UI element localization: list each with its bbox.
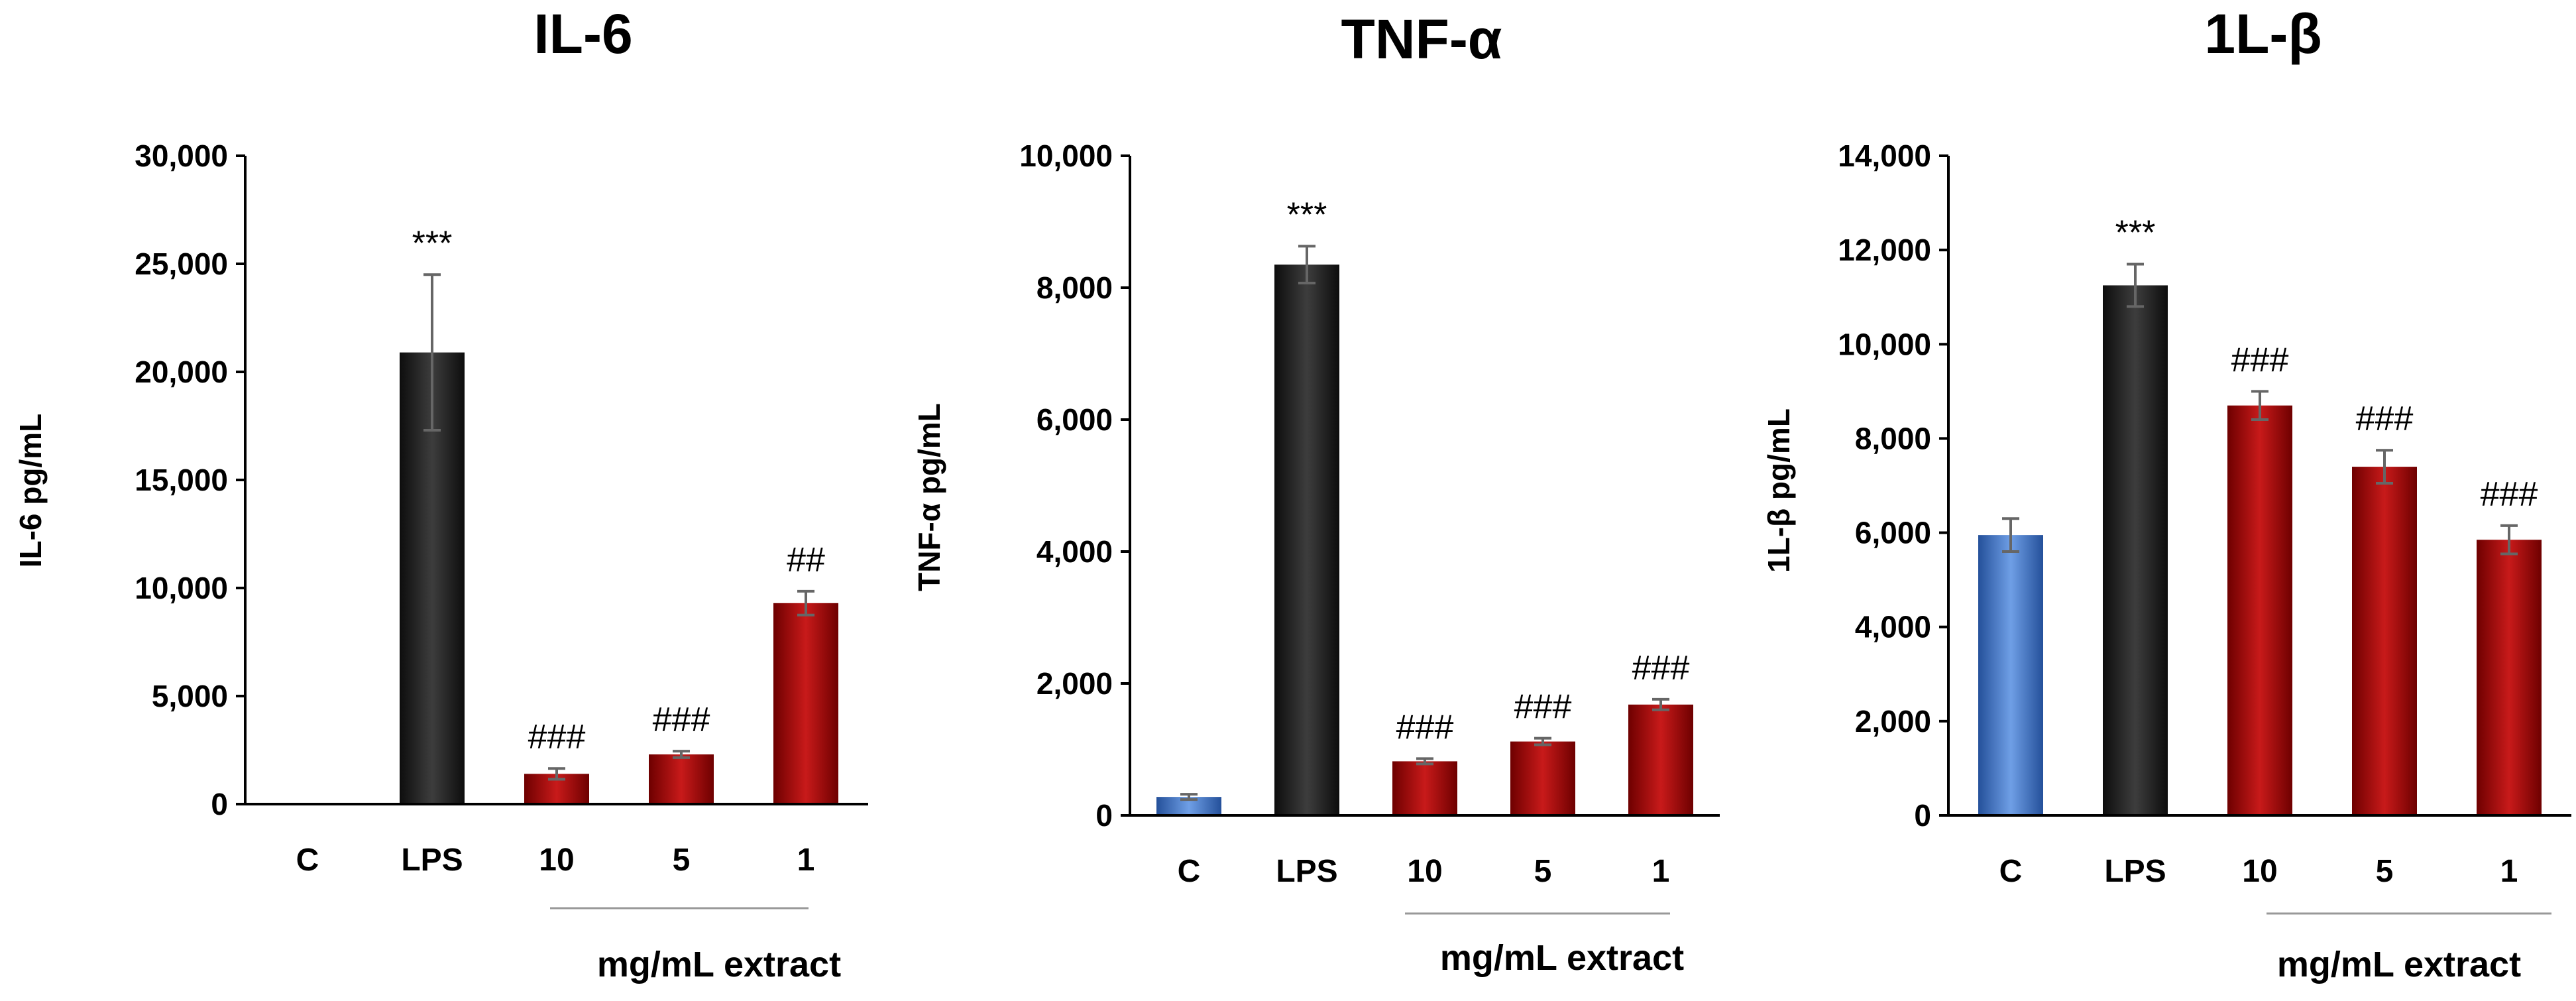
bar xyxy=(1510,741,1575,815)
bar xyxy=(2352,467,2417,815)
y-tick-label: 6,000 xyxy=(1036,402,1113,437)
bar xyxy=(1978,535,2043,815)
significance-label: *** xyxy=(1287,196,1327,234)
category-label: 10 xyxy=(539,843,574,878)
bar xyxy=(1274,265,1339,815)
x-axis-label: mg/mL extract xyxy=(597,945,841,984)
significance-label: ### xyxy=(2356,400,2414,438)
bar xyxy=(2103,285,2168,816)
category-label: LPS xyxy=(2104,854,2166,889)
category-labels: C LPS 10 5 1 xyxy=(1178,854,1670,889)
chart-title: 1L-β xyxy=(2204,3,2322,65)
y-tick-label: 2,000 xyxy=(1855,704,1931,738)
panel-tnf: TNF-α TNF-α pg/mL 0 2,000 4,000 6,000 8,000 1… xyxy=(912,8,1720,978)
y-tick-label: 6,000 xyxy=(1855,516,1931,550)
significance-labels: *** ### ### ### xyxy=(2115,213,2538,513)
y-tick-label: 12,000 xyxy=(1838,233,1931,267)
bar xyxy=(773,603,838,804)
y-axis-label: 1L-β pg/mL xyxy=(1762,408,1796,573)
category-label: 1 xyxy=(1652,854,1670,889)
y-tick-label: 0 xyxy=(211,787,228,821)
significance-label: ### xyxy=(1396,708,1454,746)
bar xyxy=(1392,761,1457,815)
significance-label: ### xyxy=(1514,688,1572,727)
y-tick-label: 10,000 xyxy=(135,571,228,605)
x-axis-label: mg/mL extract xyxy=(2277,945,2521,984)
y-tick-label: 10,000 xyxy=(1019,139,1113,173)
significance-label: ## xyxy=(787,541,825,579)
y-ticks: 0 5,000 10,000 15,000 20,000 25,000 30,000 xyxy=(135,139,245,821)
chart-title: IL-6 xyxy=(533,3,632,65)
significance-label: *** xyxy=(412,224,453,263)
panel-il6: IL-6 IL-6 pg/mL 0 5,000 10,000 15,000 20,000… xyxy=(13,3,868,984)
category-label: LPS xyxy=(1276,854,1337,889)
y-tick-label: 10,000 xyxy=(1838,327,1931,361)
error-bars xyxy=(1180,245,1669,801)
category-labels: C LPS 10 5 1 xyxy=(1999,854,2518,889)
y-ticks: 0 2,000 4,000 6,000 8,000 10,000 12,000 14,000 xyxy=(1838,139,1948,833)
panel-il1b: 1L-β 1L-β pg/mL 0 2,000 4,000 6,000 8,000 10,… xyxy=(1762,3,2571,984)
significance-label: ### xyxy=(528,718,586,756)
y-tick-label: 4,000 xyxy=(1036,534,1113,569)
category-labels: C LPS 10 5 1 xyxy=(296,843,815,878)
y-tick-label: 8,000 xyxy=(1855,421,1931,455)
significance-label: ### xyxy=(653,701,710,739)
bar xyxy=(2477,540,2542,815)
category-label: 10 xyxy=(2242,854,2277,889)
y-tick-label: 20,000 xyxy=(135,355,228,389)
significance-label: ### xyxy=(2231,341,2289,379)
y-tick-label: 2,000 xyxy=(1036,666,1113,701)
category-label: LPS xyxy=(401,843,463,878)
significance-label: ### xyxy=(1632,649,1690,687)
error-bars xyxy=(2002,263,2518,556)
y-tick-label: 4,000 xyxy=(1855,610,1931,644)
y-tick-label: 30,000 xyxy=(135,139,228,173)
y-tick-label: 8,000 xyxy=(1036,270,1113,305)
category-label: C xyxy=(1999,854,2023,889)
y-tick-label: 14,000 xyxy=(1838,139,1931,173)
category-label: 5 xyxy=(2376,854,2394,889)
y-axis-label: IL-6 pg/mL xyxy=(13,414,48,568)
y-tick-label: 0 xyxy=(1914,798,1931,833)
y-tick-label: 5,000 xyxy=(152,679,228,713)
bars xyxy=(400,352,838,804)
significance-label: ### xyxy=(2481,475,2538,514)
category-label: 5 xyxy=(673,843,691,878)
category-label: C xyxy=(1178,854,1201,889)
bars xyxy=(1156,265,1693,815)
y-tick-label: 25,000 xyxy=(135,247,228,281)
bar xyxy=(649,754,714,804)
category-label: 1 xyxy=(2500,854,2518,889)
bar xyxy=(2227,405,2292,815)
chart-title: TNF-α xyxy=(1341,8,1502,70)
y-ticks: 0 2,000 4,000 6,000 8,000 10,000 xyxy=(1019,139,1130,833)
category-label: 1 xyxy=(797,843,815,878)
category-label: 5 xyxy=(1534,854,1552,889)
bars xyxy=(1978,285,2542,816)
significance-label: *** xyxy=(2115,213,2156,252)
bar xyxy=(1628,704,1693,815)
significance-labels: ***### ##### xyxy=(412,224,825,756)
y-axis-label: TNF-α pg/mL xyxy=(912,403,946,591)
x-axis-label: mg/mL extract xyxy=(1440,938,1684,978)
category-label: 10 xyxy=(1407,854,1442,889)
error-bars xyxy=(423,273,814,781)
y-tick-label: 0 xyxy=(1095,798,1113,833)
significance-labels: *** ### ### ### xyxy=(1287,196,1690,746)
y-tick-label: 15,000 xyxy=(135,463,228,497)
category-label: C xyxy=(296,843,319,878)
